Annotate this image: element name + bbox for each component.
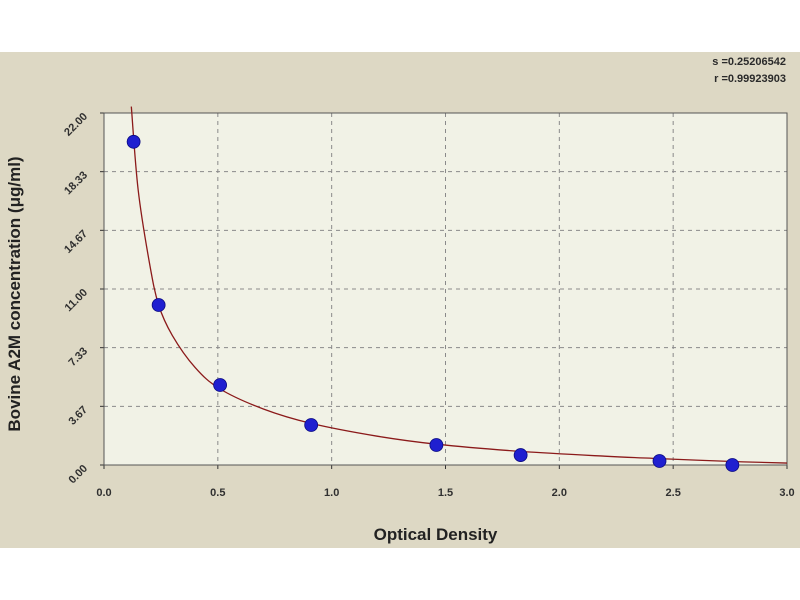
x-tick-label: 2.5 — [666, 487, 681, 499]
y-tick-label: 11.00 — [63, 287, 91, 315]
data-point — [429, 438, 444, 452]
data-point — [151, 298, 166, 312]
grid-lines — [104, 113, 787, 465]
x-tick-label: 1.5 — [438, 487, 453, 499]
data-point — [304, 418, 319, 432]
x-tick-label: 3.0 — [779, 487, 794, 499]
y-tick-label: 14.67 — [62, 228, 90, 256]
s-statistic: s =0.25206542 — [712, 56, 786, 68]
y-tick-label: 22.00 — [62, 111, 90, 139]
y-tick-label: 18.33 — [62, 169, 90, 197]
x-tick-label: 2.0 — [552, 487, 567, 499]
y-tick-label: 0.00 — [66, 463, 90, 487]
data-point — [725, 458, 740, 472]
fit-statistics: s =0.25206542 r =0.99923903 — [712, 54, 786, 88]
r-statistic: r =0.99923903 — [714, 73, 786, 85]
y-axis-title: Bovine A2M concentration (μg/ml) — [5, 156, 24, 431]
data-point — [213, 378, 228, 392]
data-point — [513, 448, 528, 462]
axes — [100, 112, 788, 469]
x-axis-title: Optical Density — [374, 525, 498, 544]
y-tick-label: 3.67 — [66, 404, 90, 428]
x-tick-label: 1.0 — [324, 487, 339, 499]
data-point — [126, 134, 141, 149]
y-tick-labels: 0.00 3.67 7.33 11.00 14.67 18.33 22.00 — [62, 111, 90, 487]
data-points — [126, 134, 740, 472]
data-point — [652, 454, 667, 468]
x-tick-label: 0.5 — [210, 487, 225, 499]
x-tick-label: 0.0 — [96, 487, 111, 499]
y-tick-label: 7.33 — [66, 345, 90, 369]
x-tick-labels: 0.0 0.5 1.0 1.5 2.0 2.5 3.0 — [96, 487, 794, 499]
fit-curve — [130, 106, 788, 464]
plot-border — [103, 112, 788, 466]
